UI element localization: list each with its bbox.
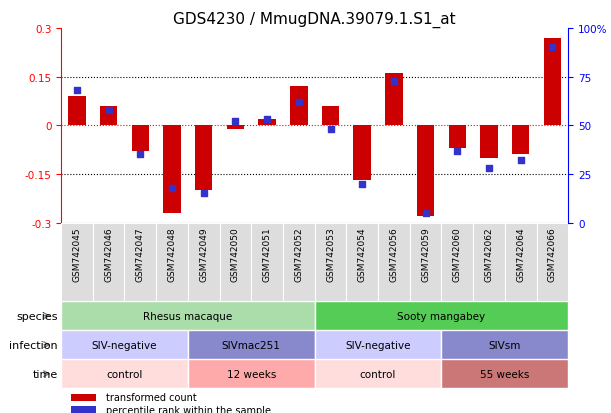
Text: species: species xyxy=(16,311,58,321)
Bar xyxy=(441,223,473,301)
Point xyxy=(452,148,462,154)
Bar xyxy=(131,126,149,152)
Point xyxy=(547,45,557,52)
Bar xyxy=(410,223,441,301)
Bar xyxy=(188,359,315,388)
Text: GSM742050: GSM742050 xyxy=(231,227,240,282)
Text: time: time xyxy=(33,369,58,379)
Text: 55 weeks: 55 weeks xyxy=(480,369,530,379)
Bar xyxy=(441,330,568,359)
Point xyxy=(516,158,525,164)
Bar xyxy=(258,119,276,126)
Bar xyxy=(100,107,117,126)
Text: GSM742060: GSM742060 xyxy=(453,227,462,282)
Point xyxy=(104,107,114,114)
Text: GSM742051: GSM742051 xyxy=(263,227,272,282)
Bar xyxy=(93,223,125,301)
Point xyxy=(230,119,240,126)
Bar xyxy=(251,223,283,301)
Text: GSM742045: GSM742045 xyxy=(73,227,81,281)
Text: GSM742056: GSM742056 xyxy=(389,227,398,282)
Point xyxy=(421,210,431,217)
Bar xyxy=(315,330,441,359)
Bar xyxy=(441,359,568,388)
Text: Rhesus macaque: Rhesus macaque xyxy=(143,311,233,321)
Text: GSM742054: GSM742054 xyxy=(357,227,367,281)
Bar xyxy=(227,126,244,129)
Bar xyxy=(61,301,315,330)
Point xyxy=(484,165,494,172)
Text: percentile rank within the sample: percentile rank within the sample xyxy=(106,405,271,413)
Text: GSM742066: GSM742066 xyxy=(548,227,557,282)
Bar xyxy=(544,39,561,126)
Text: 12 weeks: 12 weeks xyxy=(227,369,276,379)
Bar xyxy=(354,126,371,181)
Bar xyxy=(71,406,95,413)
Text: GSM742048: GSM742048 xyxy=(167,227,177,281)
Bar xyxy=(480,126,498,158)
Bar xyxy=(378,223,410,301)
Text: SIV-negative: SIV-negative xyxy=(92,340,157,350)
Text: Sooty mangabey: Sooty mangabey xyxy=(397,311,486,321)
Bar xyxy=(290,87,307,126)
Bar xyxy=(536,223,568,301)
Text: GSM742064: GSM742064 xyxy=(516,227,525,281)
Point xyxy=(167,185,177,191)
Text: control: control xyxy=(106,369,143,379)
Bar xyxy=(61,330,188,359)
Bar xyxy=(385,74,403,126)
Bar xyxy=(315,223,346,301)
Text: GSM742053: GSM742053 xyxy=(326,227,335,282)
Bar xyxy=(61,223,93,301)
Text: transformed count: transformed count xyxy=(106,392,197,402)
Bar xyxy=(315,301,568,330)
Text: infection: infection xyxy=(9,340,58,350)
Bar xyxy=(195,126,213,191)
Text: GSM742059: GSM742059 xyxy=(421,227,430,282)
Bar xyxy=(125,223,156,301)
Point xyxy=(262,117,272,123)
Text: GSM742049: GSM742049 xyxy=(199,227,208,281)
Text: GSM742052: GSM742052 xyxy=(295,227,303,281)
Bar xyxy=(283,223,315,301)
Text: SIVmac251: SIVmac251 xyxy=(222,340,280,350)
Bar xyxy=(188,330,315,359)
Bar xyxy=(68,97,86,126)
Point xyxy=(389,78,399,85)
Text: GSM742046: GSM742046 xyxy=(104,227,113,281)
Bar xyxy=(448,126,466,149)
Bar xyxy=(61,359,188,388)
Point xyxy=(72,88,82,94)
Bar xyxy=(512,126,529,155)
Text: SIV-negative: SIV-negative xyxy=(345,340,411,350)
Bar xyxy=(322,107,339,126)
Bar xyxy=(188,223,219,301)
Title: GDS4230 / MmugDNA.39079.1.S1_at: GDS4230 / MmugDNA.39079.1.S1_at xyxy=(174,12,456,28)
Text: GSM742062: GSM742062 xyxy=(485,227,494,281)
Bar xyxy=(417,126,434,216)
Bar xyxy=(473,223,505,301)
Text: GSM742047: GSM742047 xyxy=(136,227,145,281)
Bar xyxy=(156,223,188,301)
Bar xyxy=(71,394,95,401)
Text: SIVsm: SIVsm xyxy=(489,340,521,350)
Point xyxy=(294,100,304,106)
Point xyxy=(136,152,145,159)
Point xyxy=(357,181,367,188)
Bar xyxy=(505,223,536,301)
Point xyxy=(199,191,208,197)
Bar xyxy=(315,359,441,388)
Bar xyxy=(346,223,378,301)
Bar xyxy=(219,223,251,301)
Bar xyxy=(163,126,181,214)
Point xyxy=(326,126,335,133)
Text: control: control xyxy=(360,369,397,379)
